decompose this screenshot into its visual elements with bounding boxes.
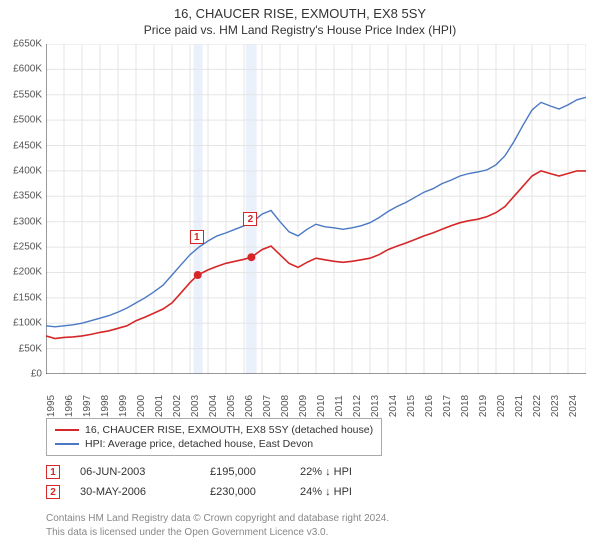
x-tick-label: 2012 xyxy=(352,395,363,417)
sale-marker-badge: 1 xyxy=(190,230,204,244)
sale-price: £230,000 xyxy=(210,486,300,498)
chart-title: 16, CHAUCER RISE, EXMOUTH, EX8 5SY xyxy=(0,0,600,21)
x-tick-label: 2016 xyxy=(424,395,435,417)
y-tick-label: £450K xyxy=(13,140,42,151)
x-tick-label: 2000 xyxy=(136,395,147,417)
x-tick-label: 2022 xyxy=(532,395,543,417)
x-tick-label: 2001 xyxy=(154,395,165,417)
sale-badge: 2 xyxy=(46,485,60,499)
x-tick-label: 2017 xyxy=(442,395,453,417)
y-tick-label: £0 xyxy=(31,369,42,380)
sale-date: 06-JUN-2003 xyxy=(80,466,210,478)
legend-label: 16, CHAUCER RISE, EXMOUTH, EX8 5SY (deta… xyxy=(85,424,373,436)
sale-badge: 1 xyxy=(46,465,60,479)
x-tick-label: 2013 xyxy=(370,395,381,417)
x-tick-label: 1997 xyxy=(82,395,93,417)
chart-container: 16, CHAUCER RISE, EXMOUTH, EX8 5SY Price… xyxy=(0,0,600,560)
x-tick-label: 2021 xyxy=(514,395,525,417)
x-tick-label: 2005 xyxy=(226,395,237,417)
x-tick-label: 2019 xyxy=(478,395,489,417)
y-tick-label: £350K xyxy=(13,191,42,202)
x-tick-label: 2018 xyxy=(460,395,471,417)
x-tick-label: 2015 xyxy=(406,395,417,417)
sale-row: 1 06-JUN-2003£195,00022% ↓ HPI xyxy=(46,462,400,482)
x-tick-label: 2004 xyxy=(208,395,219,417)
sale-pct: 24% ↓ HPI xyxy=(300,486,400,498)
y-tick-label: £200K xyxy=(13,267,42,278)
y-tick-label: £600K xyxy=(13,64,42,75)
x-tick-label: 2010 xyxy=(316,395,327,417)
x-tick-label: 1998 xyxy=(100,395,111,417)
y-tick-label: £100K xyxy=(13,318,42,329)
y-tick-label: £50K xyxy=(19,343,42,354)
x-tick-label: 2008 xyxy=(280,395,291,417)
legend-swatch xyxy=(55,429,79,431)
y-axis: £0£50K£100K£150K£200K£250K£300K£350K£400… xyxy=(0,44,42,374)
x-tick-label: 2009 xyxy=(298,395,309,417)
chart-subtitle: Price paid vs. HM Land Registry's House … xyxy=(0,21,600,41)
chart-svg xyxy=(46,44,586,374)
legend: 16, CHAUCER RISE, EXMOUTH, EX8 5SY (deta… xyxy=(46,418,382,456)
sale-pct: 22% ↓ HPI xyxy=(300,466,400,478)
x-axis: 1995 1996 1997 1998 1999 2000 2001 2002 2003 2004… xyxy=(46,378,586,418)
sale-row: 2 30-MAY-2006£230,00024% ↓ HPI xyxy=(46,482,400,502)
y-tick-label: £300K xyxy=(13,216,42,227)
y-tick-label: £650K xyxy=(13,39,42,50)
x-tick-label: 2020 xyxy=(496,395,507,417)
sales-table: 1 06-JUN-2003£195,00022% ↓ HPI 2 30-MAY-200… xyxy=(46,462,400,502)
y-tick-label: £550K xyxy=(13,89,42,100)
legend-item: HPI: Average price, detached house, East… xyxy=(55,437,373,451)
x-tick-label: 2024 xyxy=(568,395,579,417)
x-tick-label: 2011 xyxy=(334,395,345,417)
y-tick-label: £250K xyxy=(13,242,42,253)
footer-line-1: Contains HM Land Registry data © Crown c… xyxy=(46,512,389,526)
y-tick-label: £400K xyxy=(13,165,42,176)
y-tick-label: £150K xyxy=(13,292,42,303)
x-tick-label: 1999 xyxy=(118,395,129,417)
legend-swatch xyxy=(55,443,79,445)
sale-price: £195,000 xyxy=(210,466,300,478)
x-tick-label: 2003 xyxy=(190,395,201,417)
sale-marker-badge: 2 xyxy=(243,212,257,226)
footer-attribution: Contains HM Land Registry data © Crown c… xyxy=(46,512,389,539)
x-tick-label: 1995 xyxy=(46,395,57,417)
footer-line-2: This data is licensed under the Open Gov… xyxy=(46,526,389,540)
x-tick-label: 2007 xyxy=(262,395,273,417)
x-tick-label: 2014 xyxy=(388,395,399,417)
x-tick-label: 1996 xyxy=(64,395,75,417)
y-tick-label: £500K xyxy=(13,115,42,126)
x-tick-label: 2002 xyxy=(172,395,183,417)
sale-date: 30-MAY-2006 xyxy=(80,486,210,498)
chart-plot-area: 12 xyxy=(46,44,586,374)
x-tick-label: 2023 xyxy=(550,395,561,417)
legend-label: HPI: Average price, detached house, East… xyxy=(85,438,313,450)
x-tick-label: 2006 xyxy=(244,395,255,417)
legend-item: 16, CHAUCER RISE, EXMOUTH, EX8 5SY (deta… xyxy=(55,423,373,437)
